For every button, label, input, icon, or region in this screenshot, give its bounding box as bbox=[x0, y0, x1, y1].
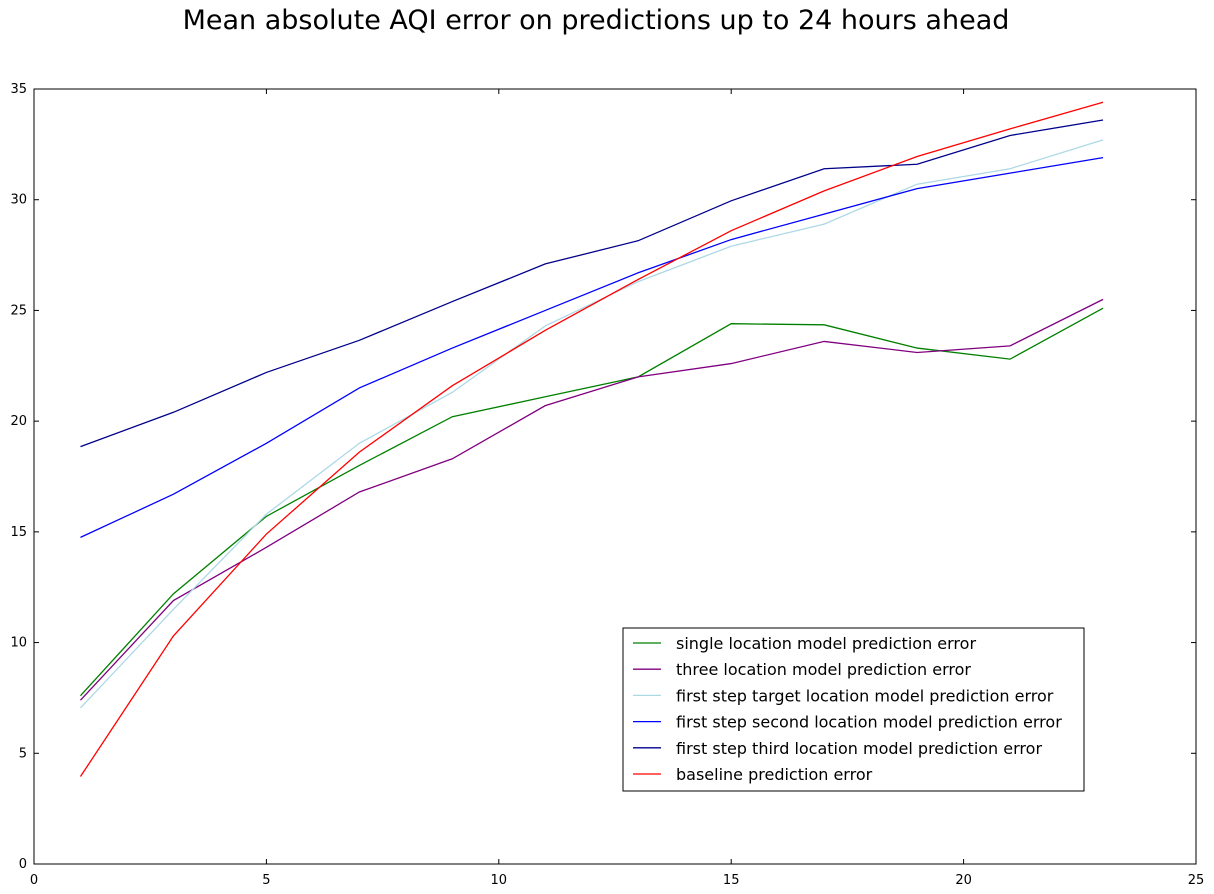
legend: single location model prediction error th… bbox=[622, 627, 1085, 792]
y-tick-label: 15 bbox=[10, 525, 27, 540]
series-line-4 bbox=[80, 156, 1104, 538]
x-tick-label: 10 bbox=[491, 873, 508, 888]
x-tick-label: 20 bbox=[955, 873, 972, 888]
plot-frame bbox=[33, 88, 1197, 865]
y-tick-label: 30 bbox=[10, 193, 27, 208]
x-tick-label: 0 bbox=[30, 873, 38, 888]
y-tick-label: 10 bbox=[10, 636, 27, 651]
series-line-2 bbox=[80, 298, 1104, 701]
x-tick-label: 25 bbox=[1188, 873, 1205, 888]
legend-label: first step target location model predict… bbox=[676, 686, 1054, 705]
series-line-3 bbox=[80, 139, 1104, 709]
legend-label: three location model prediction error bbox=[676, 660, 971, 679]
x-tick-label: 15 bbox=[723, 873, 740, 888]
series-line-6 bbox=[79, 101, 1104, 777]
legend-label: first step second location model predict… bbox=[676, 713, 1062, 732]
legend-label: first step third location model predicti… bbox=[676, 739, 1042, 758]
chart-title: Mean absolute AQI error on predictions u… bbox=[182, 5, 1010, 36]
y-tick-label: 5 bbox=[19, 746, 27, 761]
x-tick-label: 5 bbox=[262, 873, 270, 888]
y-tick-label: 35 bbox=[10, 82, 27, 97]
y-tick-label: 0 bbox=[19, 857, 27, 872]
series-lines bbox=[79, 101, 1104, 777]
legend-label: baseline prediction error bbox=[676, 765, 873, 784]
y-tick-label: 25 bbox=[10, 303, 27, 318]
legend-label: single location model prediction error bbox=[676, 634, 976, 653]
axis-ticks: 0 5 10 15 20 25 0 5 10 15 20 25 30 35 bbox=[10, 82, 1204, 888]
y-tick-label: 20 bbox=[10, 414, 27, 429]
series-line-5 bbox=[80, 119, 1104, 448]
legend-box bbox=[622, 627, 1085, 792]
